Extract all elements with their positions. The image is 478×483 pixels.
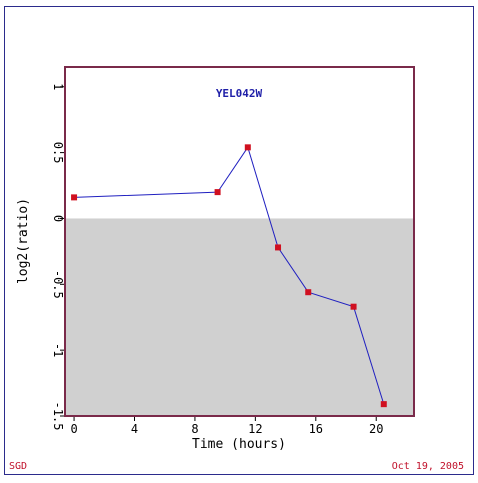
- y-axis-label: log2(ratio): [16, 198, 31, 284]
- data-point: [305, 289, 312, 296]
- y-tick-label: 0.5: [51, 142, 65, 164]
- x-tick-label: 20: [369, 422, 383, 436]
- x-tick-label: 0: [70, 422, 77, 436]
- axis-ticks: 0 4 8 12 16 20 -1.5 -1 -0.5 0 0.5 1: [51, 83, 383, 436]
- y-tick-label: -0.5: [51, 270, 65, 299]
- x-tick-label: 12: [248, 422, 262, 436]
- data-point: [350, 303, 357, 310]
- y-tick-label: 1: [51, 83, 65, 90]
- y-tick-label: -1: [51, 343, 65, 357]
- data-point: [71, 194, 78, 201]
- data-point: [275, 244, 282, 251]
- x-tick-label: 8: [191, 422, 198, 436]
- series-layer: [71, 144, 387, 408]
- y-tick-label: -1.5: [51, 402, 65, 431]
- footer-date: Oct 19, 2005: [391, 461, 464, 472]
- y-tick-label: 0: [51, 215, 65, 222]
- data-point: [214, 189, 221, 196]
- chart-frame: [4, 6, 474, 475]
- footer-source: SGD: [9, 461, 28, 472]
- negative-region-shading: [65, 218, 414, 416]
- data-point: [380, 401, 387, 408]
- chart-title: YEL042W: [216, 87, 263, 100]
- data-point: [244, 144, 251, 151]
- x-tick-label: 4: [131, 422, 138, 436]
- plot-border: [64, 66, 415, 417]
- x-axis-label: Time (hours): [192, 437, 286, 452]
- x-tick-label: 16: [309, 422, 323, 436]
